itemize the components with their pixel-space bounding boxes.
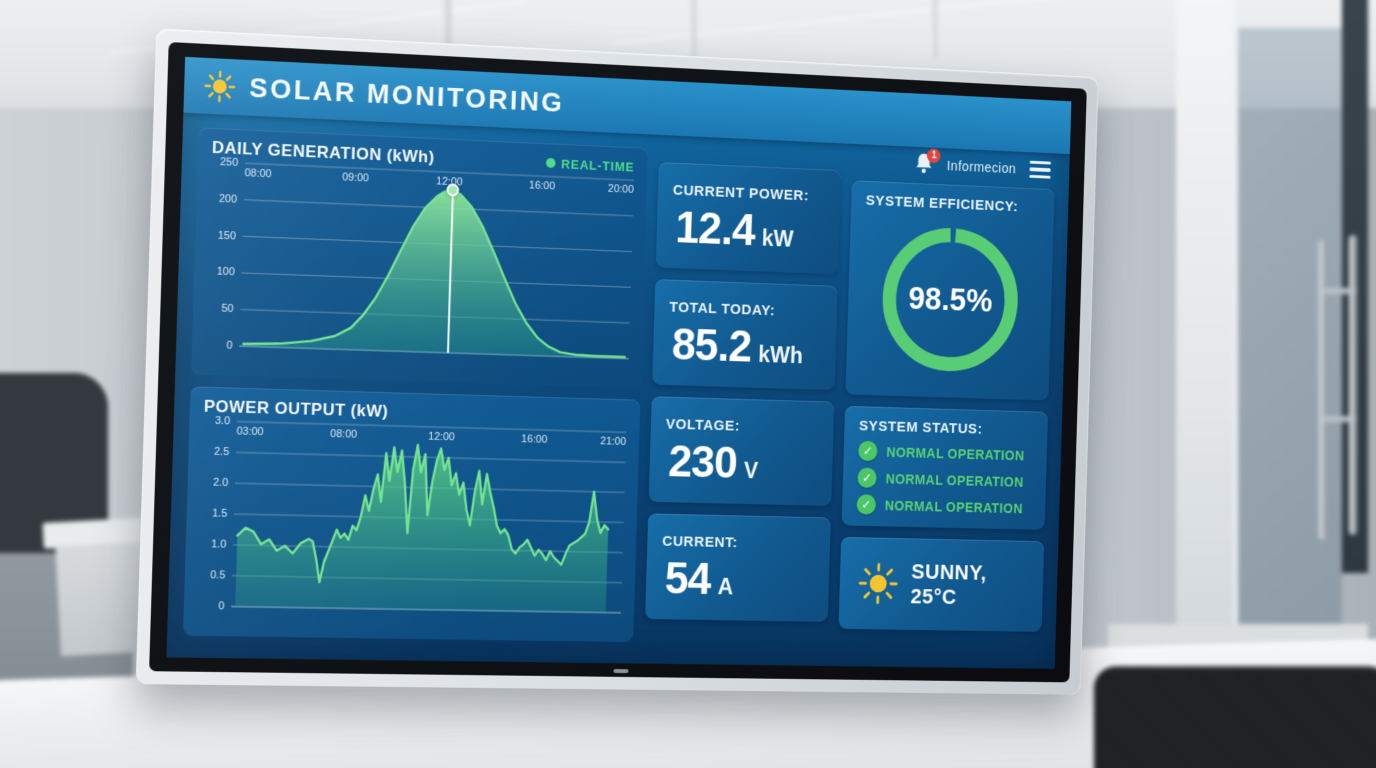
check-icon: ✓ [858,440,878,462]
metric-label: TOTAL TODAY: [669,298,776,320]
sun-weather-icon [857,560,899,607]
metric-unit: kWh [757,341,804,369]
status-text: NORMAL OPERATION [886,443,1025,463]
status-row: ✓ NORMAL OPERATION [856,494,1031,518]
check-icon: ✓ [856,494,877,515]
door-handle [1319,240,1327,540]
metric-value: 12.4 kW [671,201,825,255]
metrics-column: CURRENT POWER: 12.4 kW TOTAL TODAY: 85.2 [644,148,842,644]
dashboard-body: 1 Informecion [166,113,1069,669]
weather-condition: SUNNY, 25°C [910,559,987,609]
mesh-chair-back [1094,666,1376,768]
metric-label: CURRENT: [662,533,739,552]
glass-mullion [930,0,937,58]
total-today-card: TOTAL TODAY: 85.2 kWh [652,279,838,391]
metric-number: 230 [667,435,738,488]
metric-value: 230 V [664,435,818,488]
voltage-card: VOLTAGE: 230 V [648,396,835,507]
legend-label: REAL-TIME [560,156,635,174]
efficiency-gauge: 98.5% [860,209,1039,389]
system-efficiency-card: SYSTEM EFFICIENCY: 98.5% [845,180,1055,401]
status-label: SYSTEM STATUS: [858,417,983,438]
door-handle-bar [1321,288,1357,294]
status-row: ✓ NORMAL OPERATION [857,467,1032,491]
metric-unit: A [717,573,734,600]
hamburger-bar [1029,160,1052,165]
efficiency-value: 98.5% [907,279,993,318]
monitor-brand-logo [613,669,629,674]
status-row: ✓ NORMAL OPERATION [858,440,1033,466]
plot-area: 03:00 08:00 12:00 16:00 21:00 [231,422,626,613]
realtime-legend: REAL-TIME [545,155,635,174]
dashboard-header: SOLAR MONITORING [183,56,1072,155]
notifications-button[interactable]: 1 [912,148,942,178]
sun-logo-icon [205,70,237,103]
metric-unit: kW [761,225,794,252]
legend-dot-icon [545,157,556,169]
door-handle-bar [1321,416,1357,422]
y-axis-labels: 0 50 100 150 200 250 [216,156,239,352]
metric-value: 85.2 kWh [668,318,822,372]
charts-column: DAILY GENERATION (kWh) REAL-TIME 0 50 100 1… [182,127,649,643]
metric-unit: V [743,457,759,484]
metric-number: 54 [664,552,712,604]
system-status-card: SYSTEM STATUS: ✓ NORMAL OPERATION ✓ NORM… [841,405,1049,530]
hamburger-bar [1029,174,1051,179]
hamburger-bar [1029,167,1051,172]
hamburger-menu-button[interactable] [1026,158,1053,182]
metric-number: 12.4 [674,201,756,255]
door-handle [1349,235,1357,535]
dashboard-screen: SOLAR MONITORING 1 Informecion [166,56,1072,669]
metric-value: 54 A [661,552,815,604]
check-icon: ✓ [857,467,877,488]
notification-badge: 1 [927,148,942,164]
wall-pillar [1176,0,1238,718]
weather-card: SUNNY, 25°C [838,536,1045,632]
current-card: CURRENT: 54 A [645,513,831,622]
dashboard-columns: DAILY GENERATION (kWh) REAL-TIME 0 50 100 1… [182,127,1055,648]
monitor: SOLAR MONITORING 1 Informecion [135,28,1099,695]
info-menu-label[interactable]: Informecion [946,157,1017,177]
metric-label: VOLTAGE: [665,416,741,435]
glass-mullion [688,0,696,68]
current-power-card: CURRENT POWER: 12.4 kW [655,161,842,275]
app-title: SOLAR MONITORING [248,71,565,118]
daily-generation-chart: DAILY GENERATION (kWh) REAL-TIME 0 50 100 1… [191,127,649,389]
metric-number: 85.2 [671,318,752,372]
power-output-chart: POWER OUTPUT (kW) 0 0.5 1.0 1.5 2.0 2.5 3.0 [182,386,641,643]
status-text: NORMAL OPERATION [884,497,1023,516]
glass-edge [1234,0,1238,718]
plot-area: 08:00 09:00 12:00 16:00 20:00 [239,163,634,358]
status-text: NORMAL OPERATION [885,470,1024,490]
status-column: SYSTEM EFFICIENCY: 98.5% SYSTEM STATUS: [838,157,1055,648]
chart-title: POWER OUTPUT (kW) [203,396,389,421]
monitor-bezel: SOLAR MONITORING 1 Informecion [149,42,1087,683]
